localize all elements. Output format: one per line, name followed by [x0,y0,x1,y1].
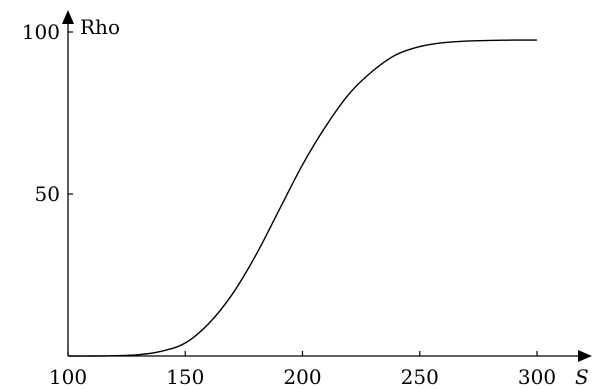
series-line [67,39,538,357]
x-ticks: 100 150 200 250 300 [49,351,556,389]
x-tick-label: 300 [518,365,556,389]
y-tick-label: 50 [35,182,60,206]
y-axis-title: Rho [80,15,120,39]
x-axis-title: S [575,365,589,389]
x-tick-label: 250 [401,365,439,389]
x-tick-label: 200 [283,365,321,389]
y-tick-label: 100 [22,20,60,44]
x-tick-label: 100 [49,365,87,389]
y-ticks: 50 100 [22,20,73,206]
axes: S Rho [62,10,592,389]
y-axis-arrow [62,10,74,24]
x-axis-arrow [578,350,592,362]
x-tick-label: 150 [166,365,204,389]
